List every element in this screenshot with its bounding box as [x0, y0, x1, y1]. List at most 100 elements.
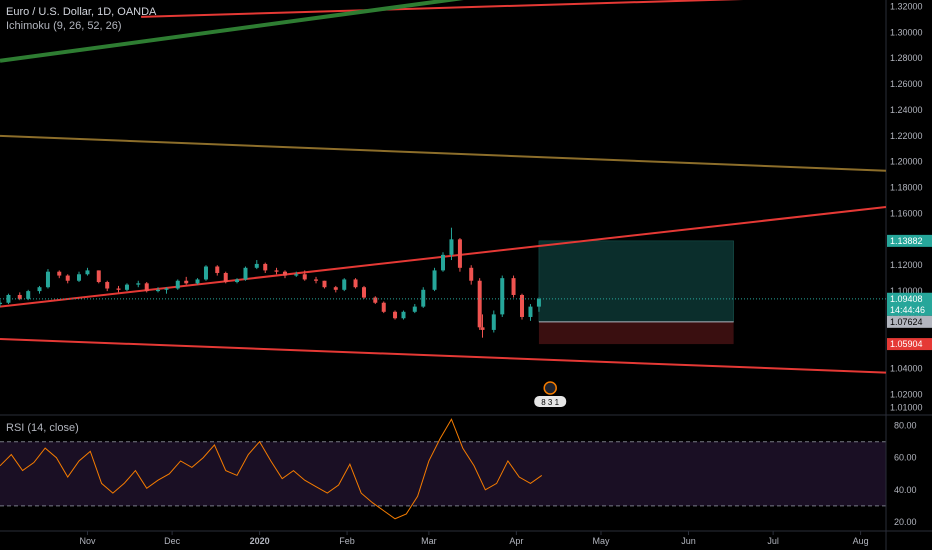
- candle: [57, 270, 62, 279]
- price-badge-bg: [887, 234, 932, 247]
- candle: [421, 287, 426, 308]
- candle: [480, 314, 485, 338]
- rsi-legend[interactable]: RSI (14, close): [6, 422, 79, 434]
- ichimoku-legend[interactable]: Ichimoku (9, 26, 52, 26): [6, 20, 122, 32]
- candle-body: [124, 284, 129, 290]
- candle-body: [105, 282, 110, 289]
- candle-body: [156, 289, 161, 292]
- candle: [254, 260, 259, 270]
- rsi-tick-label: 80.00: [894, 421, 917, 431]
- candle-body: [412, 306, 417, 312]
- rsi-band: [0, 441, 886, 506]
- candle: [116, 285, 121, 293]
- candle-body: [243, 267, 248, 280]
- lower-red-line: [0, 337, 887, 374]
- candle-body: [342, 279, 347, 290]
- symbol-title[interactable]: Euro / U.S. Dollar, 1D, OANDA: [6, 6, 157, 18]
- candle-body: [520, 294, 525, 317]
- rsi-tick-label: 20.00: [894, 517, 917, 527]
- top-green-line: [0, 0, 464, 63]
- candle: [511, 275, 516, 298]
- candle-body: [500, 278, 505, 315]
- rsi-tick-label: 60.00: [894, 453, 917, 463]
- candle-body: [57, 271, 62, 276]
- price-tick-label: 1.10000: [890, 286, 923, 296]
- candle-body: [263, 263, 268, 271]
- candle-body: [184, 280, 189, 284]
- candle: [412, 304, 417, 314]
- candle: [322, 280, 327, 289]
- candle-body: [77, 274, 82, 281]
- candle: [45, 269, 50, 289]
- price-tick-label: 1.26000: [890, 79, 923, 89]
- price-tick-label: 1.22000: [890, 131, 923, 141]
- candle-body: [333, 287, 338, 290]
- candle: [215, 265, 220, 276]
- candle: [235, 278, 240, 284]
- candle-body: [223, 272, 228, 283]
- price-badge-bg: [887, 292, 932, 305]
- rsi-tick-label: 40.00: [894, 485, 917, 495]
- candle-body: [282, 271, 287, 276]
- time-axis-label: Aug: [853, 536, 869, 546]
- candle-body: [85, 270, 90, 275]
- candle-body: [449, 239, 454, 255]
- candle-body: [37, 287, 42, 292]
- candle: [536, 297, 541, 312]
- candle-body: [477, 280, 482, 328]
- entry-price-badge: 1.07624: [887, 315, 932, 328]
- events-indicator: 8 3 1: [534, 381, 567, 407]
- candle: [520, 293, 525, 320]
- price-tick-label: 1.04000: [890, 364, 923, 374]
- candle: [26, 289, 31, 301]
- price-tick-label: 1.32000: [890, 1, 923, 11]
- candle: [381, 301, 386, 314]
- candle: [314, 276, 319, 284]
- candle: [136, 280, 141, 288]
- candle-body: [302, 274, 307, 280]
- price-tick-label: 1.02000: [890, 390, 923, 400]
- price-badge-bg: [887, 303, 932, 316]
- time-axis-label: Jun: [681, 536, 696, 546]
- price-badge-text: 1.09408: [890, 294, 923, 304]
- candle-body: [511, 278, 516, 295]
- candle-body: [528, 306, 533, 317]
- candle: [353, 278, 358, 289]
- candle-body: [393, 311, 398, 319]
- candle: [85, 267, 90, 276]
- candle: [175, 279, 180, 290]
- candle-body: [480, 327, 485, 330]
- candle-body: [65, 275, 70, 281]
- time-axis-label: Mar: [421, 536, 437, 546]
- candle: [17, 292, 22, 301]
- candle: [393, 310, 398, 320]
- price-tick-label: 1.28000: [890, 53, 923, 63]
- price-badge-bg: [887, 315, 932, 328]
- candle-body: [96, 270, 101, 283]
- candle: [491, 310, 496, 333]
- price-tick-label: 1.30000: [890, 27, 923, 37]
- time-axis-label: Nov: [79, 536, 96, 546]
- candle-body: [235, 279, 240, 283]
- candle-body: [144, 283, 149, 292]
- time-axis-label: Jul: [767, 536, 779, 546]
- candle-body: [294, 274, 299, 276]
- candle-body: [0, 302, 2, 305]
- last-price-badge: 1.09408: [887, 292, 932, 305]
- candle: [401, 310, 406, 320]
- candle-body: [457, 239, 462, 268]
- candle-body: [353, 279, 358, 288]
- candle-body: [17, 294, 22, 299]
- price-badge-text: 1.05904: [890, 339, 923, 349]
- candle: [457, 238, 462, 272]
- price-tick-label: 1.18000: [890, 183, 923, 193]
- candle-body: [469, 267, 474, 281]
- candle: [164, 287, 169, 294]
- stop-price-badge: 1.05904: [887, 338, 932, 351]
- candle: [243, 266, 248, 281]
- symbol-legend[interactable]: Euro / U.S. Dollar, 1D, OANDA: [6, 6, 156, 18]
- candle: [156, 287, 161, 293]
- candle: [105, 280, 110, 292]
- candle: [184, 276, 189, 285]
